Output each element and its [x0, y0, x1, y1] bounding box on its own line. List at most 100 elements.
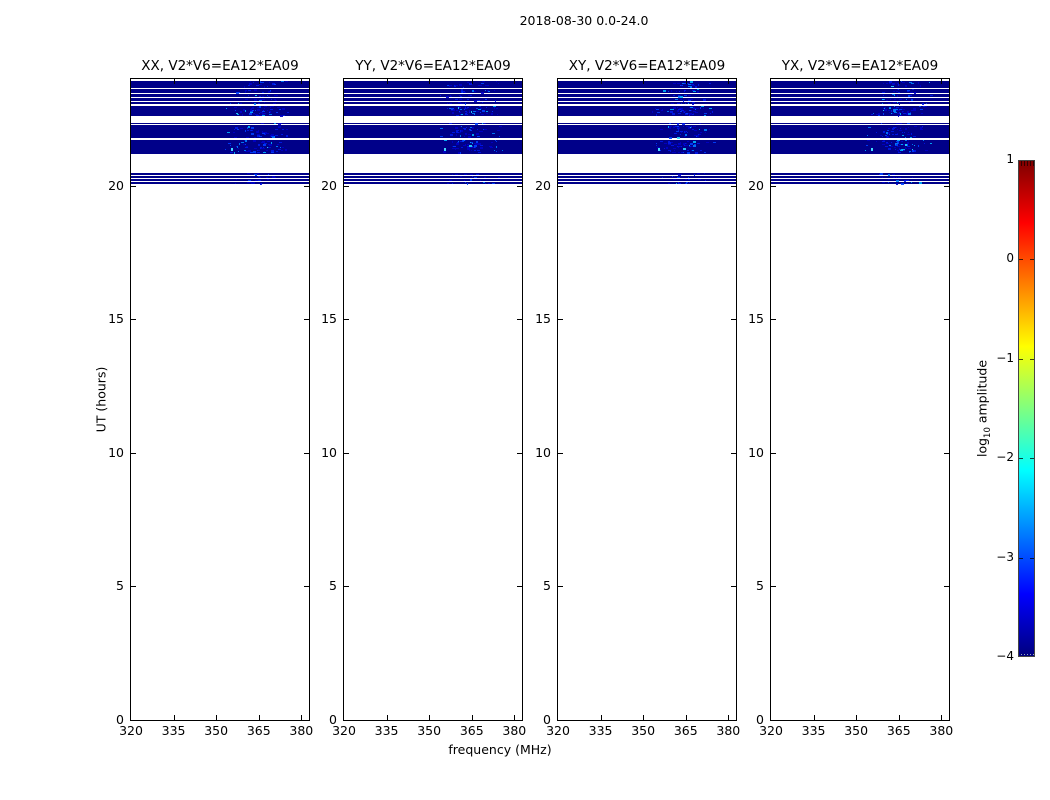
- y-tick: [344, 319, 349, 321]
- noise-pixel: [896, 107, 900, 109]
- noise-pixel: [263, 86, 265, 88]
- noise-pixel: [886, 83, 889, 85]
- noise-pixel: [463, 108, 465, 110]
- noise-pixel: [268, 114, 272, 116]
- noise-pixel: [666, 111, 669, 113]
- noise-pixel: [464, 114, 468, 116]
- noise-pixel: [233, 129, 235, 131]
- noise-pixel: [895, 141, 899, 143]
- noise-pixel: [680, 84, 684, 86]
- colorbar-hatch-mark: [1021, 161, 1022, 166]
- noise-pixel: [882, 98, 885, 100]
- noise-pixel: [472, 146, 474, 148]
- noise-pixel: [255, 179, 259, 181]
- y-tick: [517, 319, 522, 321]
- noise-pixel: [249, 152, 253, 154]
- noise-pixel: [457, 106, 459, 109]
- noise-pixel: [254, 103, 257, 106]
- noise-pixel: [673, 179, 677, 181]
- signal-band: [131, 139, 309, 154]
- noise-pixel: [232, 131, 235, 133]
- noise-pixel: [663, 89, 667, 92]
- noise-pixel: [925, 102, 927, 104]
- noise-pixel: [280, 149, 283, 151]
- noise-pixel: [271, 133, 275, 136]
- noise-pixel: [876, 132, 878, 134]
- noise-pixel: [253, 82, 255, 84]
- subplot-xx: [130, 78, 310, 721]
- noise-pixel: [466, 82, 469, 84]
- noise-pixel: [486, 110, 489, 112]
- noise-pixel: [452, 108, 455, 111]
- noise-pixel: [657, 112, 661, 114]
- noise-pixel: [274, 129, 278, 131]
- noise-pixel: [909, 91, 913, 93]
- noise-pixel: [688, 114, 690, 116]
- noise-pixel: [667, 140, 670, 142]
- noise-pixel: [668, 122, 671, 124]
- noise-pixel: [267, 146, 270, 148]
- noise-pixel: [466, 99, 469, 101]
- signal-band: [131, 179, 309, 181]
- noise-pixel: [254, 152, 256, 155]
- noise-pixel: [266, 110, 268, 112]
- noise-pixel: [879, 134, 882, 136]
- y-tick: [131, 452, 136, 454]
- noise-pixel: [471, 111, 473, 114]
- noise-pixel: [683, 147, 687, 150]
- y-tick: [944, 452, 949, 454]
- noise-pixel: [900, 141, 903, 143]
- noise-pixel: [709, 128, 711, 130]
- noise-pixel: [890, 86, 894, 88]
- noise-pixel: [691, 113, 694, 115]
- noise-pixel: [685, 113, 688, 115]
- noise-pixel: [483, 122, 487, 124]
- noise-pixel: [898, 151, 902, 153]
- noise-pixel: [681, 122, 685, 125]
- signal-band: [771, 94, 949, 97]
- noise-pixel: [887, 134, 889, 136]
- noise-pixel: [465, 106, 467, 108]
- noise-pixel: [256, 131, 260, 134]
- noise-pixel: [673, 150, 675, 152]
- signal-band: [771, 173, 949, 175]
- noise-pixel: [234, 110, 236, 112]
- signal-band: [344, 179, 522, 181]
- noise-pixel: [464, 113, 467, 115]
- noise-pixel: [261, 130, 263, 132]
- noise-pixel: [691, 129, 694, 131]
- noise-pixel: [660, 129, 664, 131]
- noise-pixel: [679, 94, 681, 96]
- signal-band: [131, 182, 309, 184]
- noise-pixel: [451, 112, 454, 115]
- noise-pixel: [487, 182, 490, 184]
- noise-pixel: [697, 173, 701, 175]
- noise-pixel: [261, 110, 265, 112]
- x-tick-label: 320: [332, 723, 356, 738]
- y-tick: [131, 319, 136, 321]
- noise-pixel: [898, 114, 902, 116]
- noise-pixel: [446, 107, 448, 109]
- x-tick: [941, 715, 943, 720]
- signal-band: [558, 179, 736, 181]
- noise-pixel: [702, 98, 706, 101]
- noise-pixel: [482, 109, 486, 112]
- noise-pixel: [910, 182, 912, 184]
- noise-pixel: [268, 110, 271, 113]
- noise-pixel: [688, 179, 691, 181]
- noise-pixel: [460, 129, 462, 132]
- noise-pixel: [245, 109, 247, 112]
- noise-pixel: [689, 106, 692, 108]
- noise-pixel: [480, 109, 482, 111]
- noise-pixel: [271, 151, 275, 153]
- noise-pixel: [686, 125, 689, 127]
- noise-pixel: [481, 122, 485, 124]
- noise-pixel: [237, 102, 239, 104]
- noise-pixel: [468, 147, 471, 149]
- noise-pixel: [914, 91, 917, 94]
- y-tick: [304, 319, 309, 321]
- noise-pixel: [900, 81, 902, 83]
- noise-pixel: [686, 142, 688, 144]
- noise-pixel: [686, 102, 689, 104]
- noise-pixel: [282, 134, 284, 136]
